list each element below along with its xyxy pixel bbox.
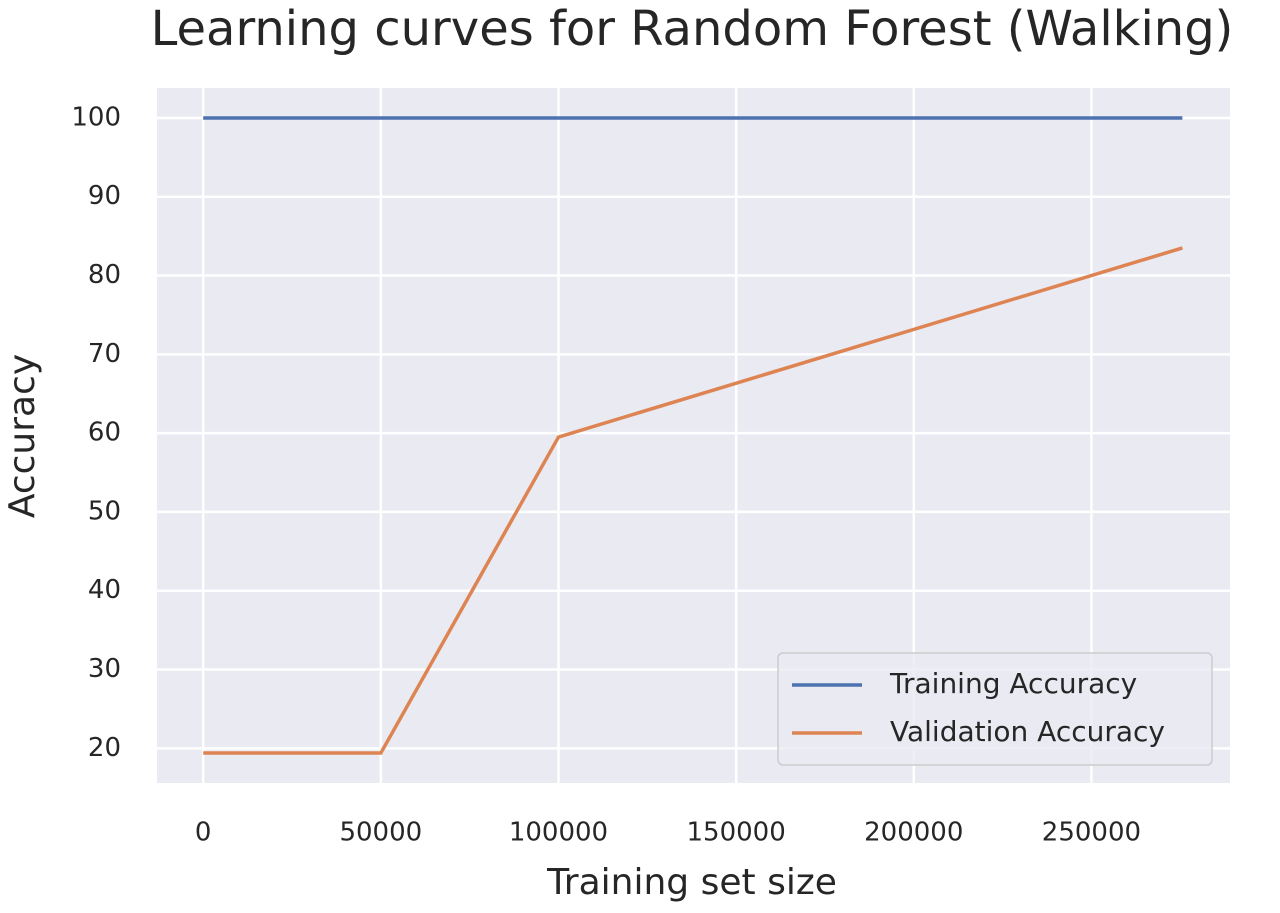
x-axis-label: Training set size (546, 862, 837, 903)
legend-box (777, 652, 1213, 766)
y-tick-label: 60 (88, 418, 121, 448)
x-tick-label: 150000 (687, 818, 786, 848)
y-tick-label: 40 (88, 575, 121, 605)
x-tick-label: 0 (195, 818, 212, 848)
legend-label: Validation Accuracy (890, 715, 1165, 748)
y-tick-label: 100 (71, 102, 121, 132)
y-tick-label: 20 (88, 733, 121, 763)
x-tick-label: 250000 (1042, 818, 1141, 848)
legend-label: Training Accuracy (889, 667, 1137, 700)
y-tick-label: 70 (88, 339, 121, 369)
y-tick-label: 90 (88, 181, 121, 211)
x-tick-label: 50000 (339, 818, 422, 848)
y-tick-label: 80 (88, 260, 121, 290)
y-tick-label: 50 (88, 496, 121, 526)
chart-title: Learning curves for Random Forest (Walki… (151, 1, 1234, 57)
x-tick-label: 200000 (864, 818, 963, 848)
x-tick-label: 100000 (509, 818, 608, 848)
y-tick-label: 30 (88, 654, 121, 684)
y-axis-label: Accuracy (2, 354, 43, 518)
line-series (203, 246, 1183, 755)
